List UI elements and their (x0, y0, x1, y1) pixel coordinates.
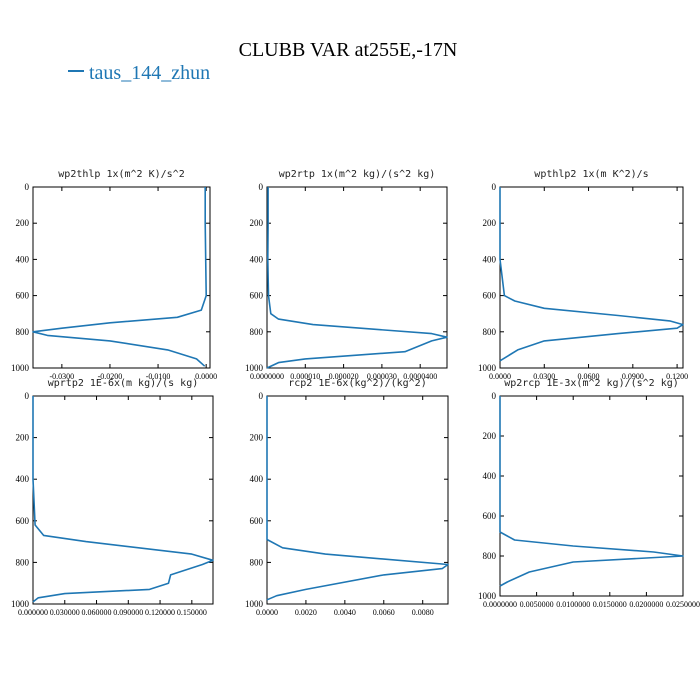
x-tick-label: 0.0040 (334, 608, 356, 617)
y-tick-label: 1000 (245, 363, 264, 373)
series-line (266, 187, 448, 369)
x-tick-label: 0.0000400 (403, 372, 437, 381)
x-tick-label: 0.0200000 (629, 600, 663, 609)
panel-title: wp2rcp 1E-3x(m^2 kg)/(s^2 kg) (504, 378, 679, 389)
y-tick-label: 0 (259, 182, 264, 192)
y-tick-label: 400 (16, 474, 30, 484)
x-tick-label: 0.000030 (367, 372, 397, 381)
legend: taus_144_zhun (68, 62, 210, 84)
y-tick-label: 800 (250, 327, 264, 337)
x-tick-label: 0.0100000 (556, 600, 590, 609)
y-tick-label: 1000 (478, 591, 497, 601)
x-tick-label: 0.0150000 (593, 600, 627, 609)
x-tick-label: -0.0100 (146, 372, 171, 381)
x-tick-label: -0.0200 (98, 372, 123, 381)
x-tick-label: 0.150000 (177, 608, 207, 617)
y-tick-label: 0 (25, 391, 30, 401)
plot-frame (499, 186, 684, 369)
y-tick-label: 400 (250, 474, 264, 484)
panel-5: rcp2 1E-6x(kg^2)/(kg^2) 0 200 400 600 800 1000… (245, 378, 449, 617)
x-tick-label: 0.0000000 (483, 600, 517, 609)
x-tick-label: 0.0020 (295, 608, 317, 617)
legend-label: taus_144_zhun (89, 62, 210, 84)
y-tick-label: 200 (16, 433, 30, 443)
y-tick-label: 600 (16, 291, 30, 301)
x-tick-label: 0.000010 (290, 372, 320, 381)
x-tick-label: 0.0300 (533, 372, 555, 381)
y-tick-label: 0 (259, 391, 264, 401)
panel-title: wprtp2 1E-6x(m kg)/(s kg) (48, 378, 199, 389)
y-tick-label: 200 (483, 431, 497, 441)
series-line (266, 396, 449, 601)
y-tick-label: 200 (250, 218, 264, 228)
x-tick-label: 0.0000000 (250, 372, 284, 381)
x-tick-label: 0.120000 (145, 608, 175, 617)
y-tick-label: 1000 (11, 363, 30, 373)
series-line (499, 396, 684, 587)
x-tick-label: 0.0080 (412, 608, 434, 617)
panel-2: wp2rtp 1x(m^2 kg)/(s^2 kg) 0 200 400 600 800 1… (245, 169, 448, 381)
y-tick-label: 1000 (11, 599, 30, 609)
y-tick-label: 400 (483, 254, 497, 264)
y-tick-label: 600 (483, 511, 497, 521)
x-tick-label: 0.1200 (666, 372, 688, 381)
x-tick-label: 0.0050000 (520, 600, 554, 609)
y-tick-label: 600 (250, 516, 264, 526)
y-tick-label: 400 (250, 254, 264, 264)
y-tick-label: 800 (16, 327, 30, 337)
x-tick-label: 0.090000 (113, 608, 143, 617)
y-tick-label: 200 (483, 218, 497, 228)
y-tick-label: 1000 (478, 363, 497, 373)
x-tick-label: 0.000020 (329, 372, 359, 381)
plot-frame (32, 395, 214, 605)
panel-1: wp2thlp 1x(m^2 K)/s^2 0 200 400 600 800 1000 -0… (11, 169, 217, 381)
panel-4: wprtp2 1E-6x(m kg)/(s kg) 0 200 400 600 800 10… (11, 378, 214, 617)
plot-frame (499, 395, 684, 597)
y-tick-label: 0 (492, 391, 497, 401)
panel-6: wp2rcp 1E-3x(m^2 kg)/(s^2 kg) 0 200 400 600 8… (478, 378, 700, 609)
y-tick-label: 600 (250, 291, 264, 301)
panel-3: wpthlp2 1x(m K^2)/s 0 200 400 600 800 10000.00… (478, 169, 688, 381)
x-tick-label: 0.0060 (373, 608, 395, 617)
x-tick-label: 0.060000 (82, 608, 112, 617)
x-tick-label: 0.0600 (578, 372, 600, 381)
y-tick-label: 600 (16, 516, 30, 526)
series-line (499, 187, 684, 362)
y-tick-label: 400 (483, 471, 497, 481)
panel-title: wpthlp2 1x(m K^2)/s (534, 169, 648, 180)
y-tick-label: 800 (250, 557, 264, 567)
figure-title: CLUBB VAR at255E,-17N (239, 39, 458, 61)
panel-title: wp2rtp 1x(m^2 kg)/(s^2 kg) (279, 169, 436, 180)
y-tick-label: 800 (16, 557, 30, 567)
y-tick-label: 0 (492, 182, 497, 192)
y-tick-label: 200 (250, 433, 264, 443)
x-tick-label: -0.0300 (50, 372, 75, 381)
plot-frame (266, 395, 449, 605)
x-tick-label: 0.0000 (256, 608, 278, 617)
plot-frame (266, 186, 448, 369)
y-tick-label: 200 (16, 218, 30, 228)
series-line (32, 187, 207, 367)
y-tick-label: 600 (483, 291, 497, 301)
y-tick-label: 1000 (245, 599, 264, 609)
plot-frame (32, 186, 211, 369)
y-tick-label: 400 (16, 254, 30, 264)
y-tick-label: 800 (483, 551, 497, 561)
y-tick-label: 800 (483, 327, 497, 337)
x-tick-label: 0.0000 (195, 372, 217, 381)
x-tick-label: 0.0250000 (666, 600, 700, 609)
panels: wp2thlp 1x(m^2 K)/s^2 0 200 400 600 800 1000 -0… (11, 169, 700, 617)
x-tick-label: 0.030000 (50, 608, 80, 617)
y-tick-label: 0 (25, 182, 30, 192)
series-line (32, 396, 214, 603)
x-tick-label: 0.0900 (622, 372, 644, 381)
x-tick-label: 0.0000 (489, 372, 511, 381)
x-tick-label: 0.000000 (18, 608, 48, 617)
panel-title: rcp2 1E-6x(kg^2)/(kg^2) (288, 378, 426, 389)
panel-title: wp2thlp 1x(m^2 K)/s^2 (58, 169, 184, 180)
